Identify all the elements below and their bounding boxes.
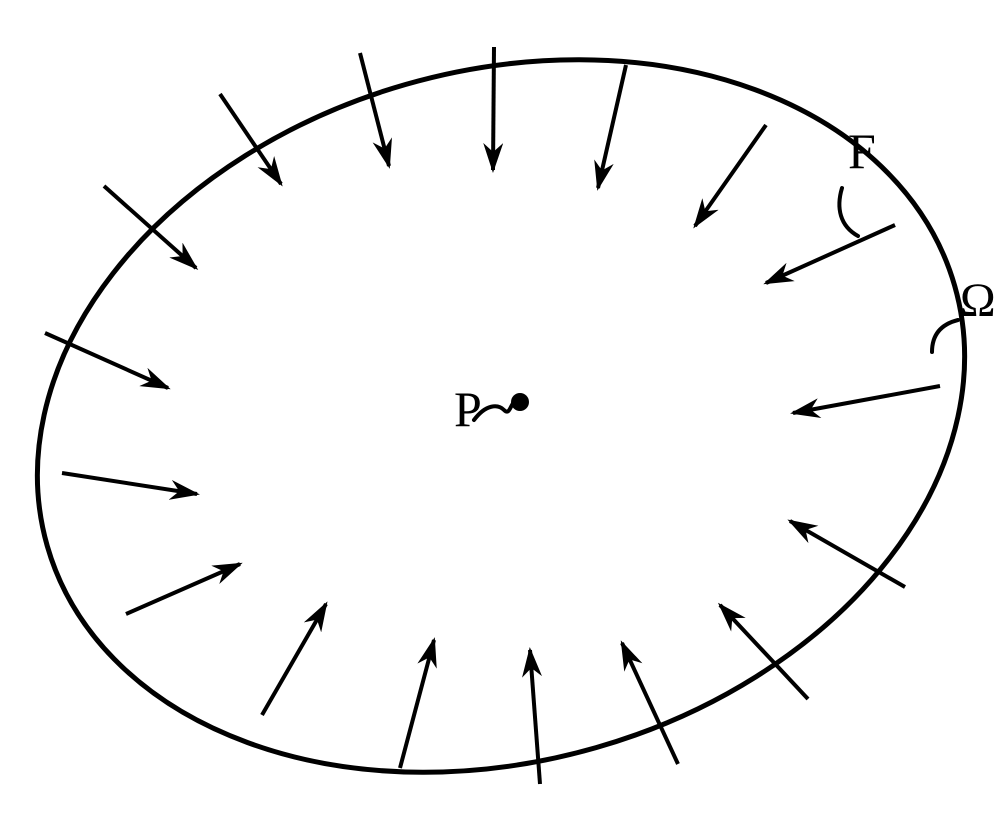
force-arrow [62,473,197,494]
callout-f-arc [839,188,858,236]
label-omega: Ω [960,274,996,327]
force-arrow [598,65,626,188]
force-arrow [790,521,905,587]
diagram-canvas: P F Ω [0,0,1000,839]
force-arrows-group [45,47,940,784]
force-arrow [360,53,389,166]
force-arrow [793,386,940,413]
force-arrow [766,225,895,283]
force-arrow [262,604,326,715]
force-arrow [400,640,434,768]
force-arrow [622,643,678,764]
label-f: F [848,123,876,179]
callout-omega-arc [932,320,958,352]
force-arrow [695,125,766,226]
force-arrow [104,186,196,268]
label-p: P [454,381,482,437]
force-arrow [493,47,494,170]
force-arrow [126,564,240,614]
